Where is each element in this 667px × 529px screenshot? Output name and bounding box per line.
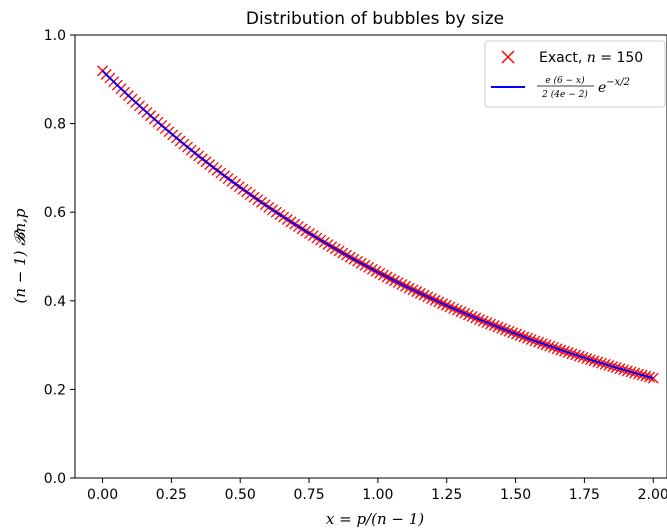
- y-axis-label: (n − 1) 𝓑n,p: [11, 208, 29, 303]
- series-exact-markers: [97, 65, 659, 384]
- y-tick-label: 0.8: [44, 117, 66, 133]
- x-axis-ticks: 0.00 0.25 0.50 0.75 1.00 1.25 1.50 1.75 2.00: [87, 478, 667, 503]
- exact-point-marker: [647, 372, 659, 384]
- x-tick-label: 0.50: [225, 487, 256, 503]
- legend-entry-exact: Exact, n = 150: [501, 50, 643, 66]
- x-tick-label: 0.25: [156, 487, 187, 503]
- plot-area: 0.00 0.25 0.50 0.75 1.00 1.25 1.50 1.75 2.00 0.0…: [44, 28, 667, 503]
- legend-box: [484, 40, 666, 108]
- y-tick-label: 0.6: [44, 205, 66, 221]
- y-axis-ticks: 0.0 0.2 0.4 0.6 0.8 1.0: [44, 28, 75, 487]
- legend-formula-exponential: e−x/2: [598, 77, 630, 96]
- series-formula-line: [101, 70, 654, 380]
- legend-label-exact: Exact, n = 150: [539, 50, 643, 66]
- legend-formula-denominator: 2 (4e − 2): [541, 89, 588, 100]
- x-tick-label: 1.75: [569, 487, 600, 503]
- y-tick-label: 0.2: [44, 382, 66, 398]
- legend: Exact, n = 150 e (6 − x) 2 (4e − 2) e−x/…: [484, 40, 666, 108]
- legend-formula-numerator: e (6 − x): [545, 75, 585, 86]
- x-tick-label: 1.25: [431, 487, 462, 503]
- y-tick-label: 0.0: [44, 471, 66, 487]
- y-tick-label: 0.4: [44, 294, 66, 310]
- x-tick-label: 2.00: [638, 487, 667, 503]
- x-tick-label: 1.00: [362, 487, 393, 503]
- x-tick-label: 0.75: [293, 487, 324, 503]
- legend-entry-formula: e (6 − x) 2 (4e − 2) e−x/2: [491, 75, 630, 100]
- chart-title: Distribution of bubbles by size: [246, 9, 504, 29]
- x-axis-label: x = p/(n − 1): [326, 510, 424, 528]
- legend-x-marker-icon: [501, 50, 515, 64]
- x-tick-label: 0.00: [87, 487, 118, 503]
- x-tick-label: 1.50: [500, 487, 531, 503]
- plot-frame: [74, 34, 667, 479]
- y-tick-label: 1.0: [44, 28, 66, 44]
